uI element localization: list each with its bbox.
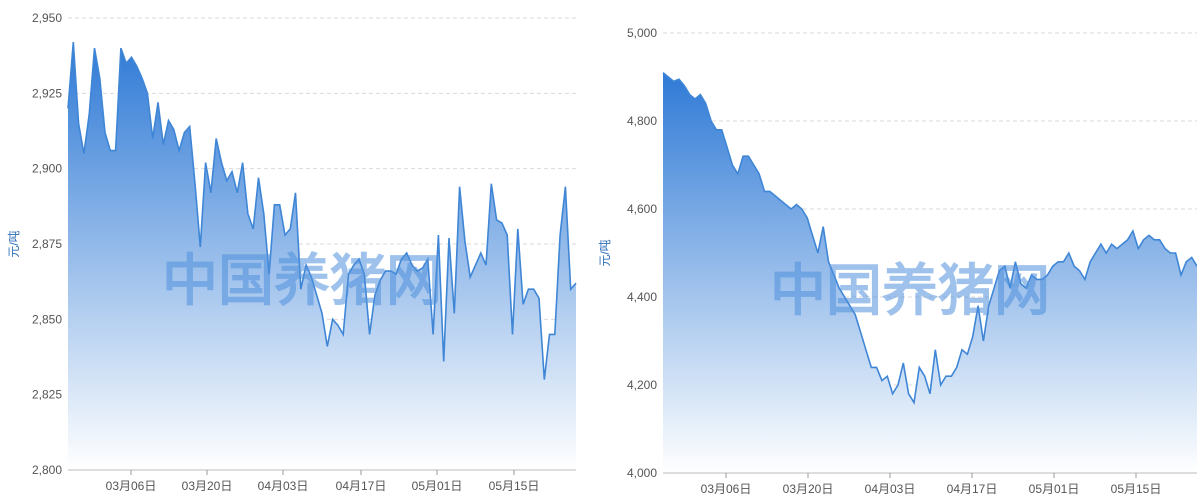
right-y-tick-label: 5,000	[627, 26, 657, 40]
right-x-tick-label: 04月17日	[947, 482, 998, 496]
left-x-tick-label: 05月01日	[412, 479, 463, 493]
left-x-tick-label: 03月20日	[182, 479, 233, 493]
right-series-line	[662, 71, 1197, 405]
left-x-tick-labels: 03月06日 03月20日 04月03日 04月17日 05月01日 05月15日	[106, 470, 540, 493]
left-x-tick-label: 03月06日	[106, 479, 157, 493]
right-area-fill	[663, 72, 1197, 473]
left-y-tick-label: 2,825	[32, 388, 62, 402]
left-y-tick-label: 2,900	[32, 162, 62, 176]
left-price-chart: 2,800 2,825 2,850 2,875 2,900 2,925 2,950 03月0…	[7, 11, 577, 493]
left-y-tick-labels: 2,800 2,825 2,850 2,875 2,900 2,925 2,950	[32, 11, 62, 477]
right-x-tick-label: 04月03日	[865, 482, 916, 496]
left-x-tick-label: 04月03日	[258, 479, 309, 493]
right-y-tick-label: 4,600	[627, 202, 657, 216]
right-y-axis-label: 元/吨	[598, 239, 612, 266]
left-y-tick-label: 2,875	[32, 237, 62, 251]
left-y-tick-label: 2,800	[32, 463, 62, 477]
left-y-tick-label: 2,925	[32, 86, 62, 100]
right-x-tick-labels: 03月06日 03月20日 04月03日 04月17日 05月01日 05月15日	[701, 473, 1162, 496]
left-series-line	[67, 42, 577, 380]
left-y-tick-label: 2,950	[32, 11, 62, 25]
right-y-tick-label: 4,400	[627, 290, 657, 304]
left-watermark: 中国养猪网	[162, 249, 442, 312]
left-area-fill	[68, 42, 576, 470]
right-watermark: 中国养猪网	[770, 259, 1050, 322]
right-x-tick-label: 03月20日	[783, 482, 834, 496]
left-x-tick-label: 04月17日	[336, 479, 387, 493]
right-y-tick-label: 4,200	[627, 378, 657, 392]
left-y-tick-label: 2,850	[32, 312, 62, 326]
right-y-tick-labels: 4,000 4,200 4,400 4,600 4,800 5,000	[627, 26, 657, 480]
left-y-axis-label: 元/吨	[7, 230, 21, 257]
right-x-tick-label: 05月01日	[1029, 482, 1080, 496]
left-x-tick-label: 05月15日	[489, 479, 540, 493]
right-y-tick-label: 4,800	[627, 114, 657, 128]
right-y-tick-label: 4,000	[627, 466, 657, 480]
right-x-tick-label: 03月06日	[701, 482, 752, 496]
right-x-tick-label: 05月15日	[1111, 482, 1162, 496]
